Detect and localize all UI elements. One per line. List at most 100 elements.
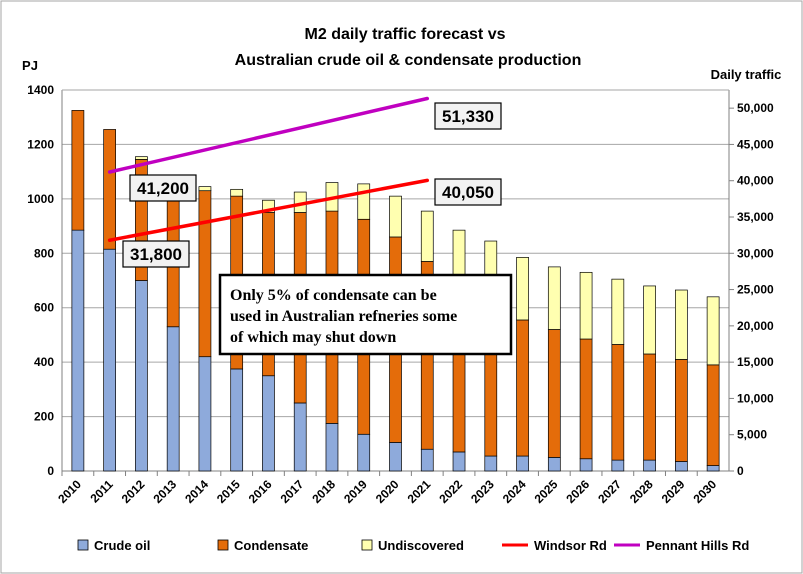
legend-label: Condensate (234, 538, 308, 553)
bar-condensate (611, 344, 625, 461)
bar-undiscovered (135, 156, 148, 160)
x-tick-label: 2011 (87, 477, 116, 506)
data-label-box (434, 178, 502, 206)
x-tick-label: 2025 (532, 477, 561, 506)
y-right-tick-label: 50,000 (737, 101, 774, 115)
y-left-tick-label: 600 (34, 301, 54, 315)
x-tick-label: 2029 (659, 477, 688, 506)
legend-label: Pennant Hills Rd (646, 538, 749, 553)
bar-crude-oil (262, 375, 275, 472)
chart-title-line-1: M2 daily traffic forecast vs (305, 26, 506, 43)
annotation-text-line: Only 5% of condensate can be (230, 287, 437, 304)
bar-crude-oil (452, 451, 466, 472)
data-label-box (129, 174, 197, 202)
bar-condensate (706, 364, 720, 466)
chart-title-line-2: Australian crude oil & condensate produc… (235, 52, 582, 69)
x-tick-label: 2018 (309, 477, 338, 506)
bar-condensate (579, 338, 593, 460)
bar-condensate (103, 129, 116, 250)
bar-undiscovered (579, 271, 593, 340)
y-left-tick-label: 0 (47, 464, 54, 478)
x-tick-label: 2013 (151, 477, 180, 506)
y-left-tick-label: 1400 (27, 83, 54, 97)
bar-condensate (643, 353, 656, 461)
bar-crude-oil (484, 455, 498, 472)
bar-crude-oil (706, 465, 720, 472)
y-axis-left-label: PJ (22, 58, 38, 73)
annotation-text-line: used in Australian refneries some (230, 308, 457, 325)
data-label-box (122, 240, 190, 268)
y-right-tick-label: 45,000 (737, 137, 774, 151)
y-right-tick-label: 20,000 (737, 319, 774, 333)
y-left-tick-label: 200 (34, 410, 54, 424)
legend-swatch (361, 539, 373, 551)
y-right-tick-label: 5,000 (737, 428, 767, 442)
legend-label: Crude oil (94, 538, 150, 553)
x-tick-label: 2012 (119, 477, 148, 506)
bar-condensate (71, 110, 85, 231)
x-tick-label: 2023 (468, 477, 497, 506)
bar-crude-oil (166, 326, 180, 472)
bar-undiscovered (230, 188, 244, 197)
bar-crude-oil (135, 280, 148, 472)
annotation-box (218, 273, 513, 356)
bar-condensate (675, 359, 688, 462)
bar-undiscovered (516, 257, 529, 321)
bar-undiscovered (198, 186, 212, 192)
y-right-tick-label: 25,000 (737, 283, 774, 297)
x-tick-label: 2014 (182, 477, 211, 506)
bar-crude-oil (198, 356, 212, 472)
y-right-tick-label: 15,000 (737, 355, 774, 369)
bar-crude-oil (579, 458, 593, 472)
bar-crude-oil (103, 248, 116, 472)
y-left-tick-label: 400 (34, 355, 54, 369)
bar-undiscovered (357, 183, 371, 220)
legend-swatch (77, 539, 89, 551)
bar-crude-oil (325, 423, 339, 472)
bar-crude-oil (389, 442, 402, 472)
x-tick-label: 2021 (405, 477, 434, 506)
legend-label: Undiscovered (378, 538, 464, 553)
y-right-tick-label: 30,000 (737, 246, 774, 260)
bar-crude-oil (230, 368, 244, 472)
x-tick-label: 2019 (341, 477, 370, 506)
x-tick-label: 2027 (595, 477, 624, 506)
x-tick-label: 2016 (246, 477, 275, 506)
bar-undiscovered (611, 278, 625, 345)
bar-undiscovered (643, 285, 656, 355)
y-axis-right-label: Daily traffic (711, 67, 782, 82)
y-left-tick-label: 1200 (27, 137, 54, 151)
legend-swatch (217, 539, 229, 551)
bar-undiscovered (675, 289, 688, 360)
data-label: 51,330 (442, 107, 494, 126)
data-label: 41,200 (137, 179, 189, 198)
bar-crude-oil (71, 229, 85, 472)
legend-label: Windsor Rd (534, 538, 607, 553)
x-tick-label: 2020 (373, 477, 402, 506)
x-tick-label: 2030 (690, 477, 719, 506)
bar-crude-oil (357, 433, 371, 472)
bar-undiscovered (706, 296, 720, 366)
x-tick-label: 2022 (436, 477, 465, 506)
y-right-tick-label: 40,000 (737, 174, 774, 188)
bar-condensate (198, 190, 212, 358)
bar-crude-oil (293, 402, 307, 472)
bar-condensate (516, 319, 529, 457)
x-tick-label: 2024 (500, 477, 529, 506)
y-right-tick-label: 35,000 (737, 210, 774, 224)
bar-crude-oil (547, 457, 561, 472)
bar-condensate (547, 329, 561, 458)
annotation-text-line: of which may shut down (230, 329, 396, 346)
bar-undiscovered (547, 266, 561, 330)
y-left-tick-label: 1000 (27, 192, 54, 206)
line-windsor-rd (107, 178, 430, 242)
data-label: 31,800 (130, 245, 182, 264)
y-right-tick-label: 0 (737, 464, 744, 478)
x-tick-label: 2015 (214, 477, 243, 506)
bar-crude-oil (516, 455, 529, 472)
x-tick-label: 2028 (627, 477, 656, 506)
data-label-box (434, 102, 502, 130)
